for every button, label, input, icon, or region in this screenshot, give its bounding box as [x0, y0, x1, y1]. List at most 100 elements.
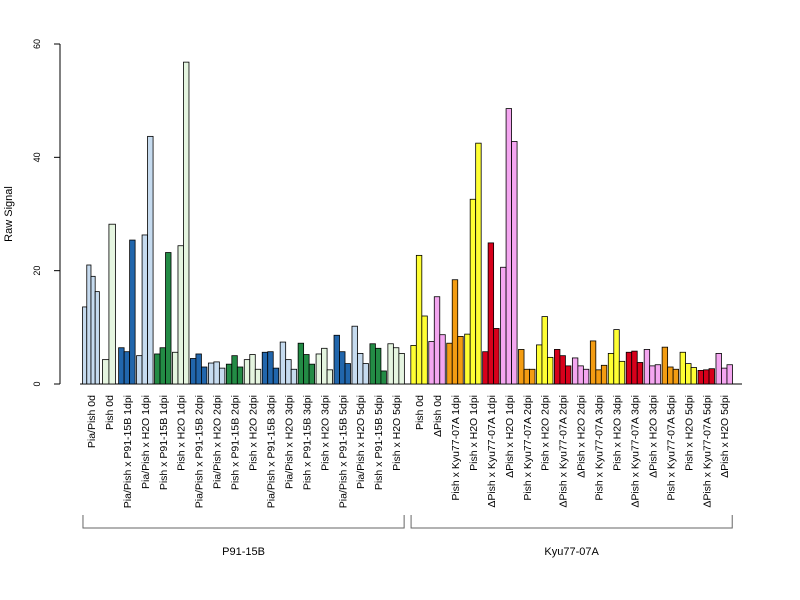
x-tick-label: Pish 0d — [414, 395, 426, 430]
group-bracket — [82, 515, 405, 529]
bar — [141, 234, 148, 385]
bar — [631, 350, 638, 385]
x-tick-label: Pia/Pish x P91-15B 3dpi — [265, 395, 277, 508]
bar — [357, 352, 364, 385]
bar — [380, 370, 387, 385]
bar — [201, 366, 208, 385]
bar — [643, 349, 651, 385]
bar — [679, 351, 686, 385]
bar — [369, 343, 376, 385]
x-tick-label: Pish x Kyu77-07A 2dpi — [522, 395, 534, 501]
category-labels: Pia/Pish 0d Pish 0d Pia/Pish x P91-15B 1dp… — [86, 395, 731, 508]
bar — [565, 365, 572, 385]
bar — [108, 223, 116, 385]
bar — [243, 359, 251, 385]
bar — [129, 239, 136, 385]
bar — [290, 368, 298, 385]
bar — [344, 363, 351, 385]
x-tick-label: Pish x H2O 5dpi — [683, 395, 695, 471]
x-tick-label: ΔPish x H2O 2dpi — [576, 395, 588, 478]
bar — [351, 325, 358, 385]
bar — [207, 362, 215, 385]
bars — [82, 61, 733, 385]
bar — [446, 342, 453, 385]
x-tick-label: ΔPish x Kyu77-07A 2dpi — [558, 395, 570, 508]
bar — [571, 357, 579, 385]
group-label: Kyu77-07A — [544, 546, 599, 558]
group-label: P91-15B — [222, 546, 265, 558]
bar — [511, 141, 518, 385]
bar — [577, 365, 584, 385]
bar — [421, 315, 428, 385]
x-tick-label: Pia/Pish x H2O 2dpi — [212, 395, 224, 489]
x-tick-label: Pish x H2O 1dpi — [176, 395, 188, 471]
bar — [523, 368, 530, 385]
x-tick-label: Pish x Kyu77-07A 1dpi — [450, 395, 462, 501]
bar — [123, 351, 131, 385]
bar — [697, 369, 704, 385]
bar — [559, 355, 566, 385]
bar — [165, 252, 172, 385]
x-tick-label: ΔPish x H2O 3dpi — [647, 395, 659, 478]
bar — [500, 266, 507, 385]
bar — [136, 355, 143, 385]
x-tick-label: Pish x P91-15B 2dpi — [230, 395, 242, 490]
bar — [392, 347, 400, 385]
bar — [94, 291, 100, 385]
bar — [582, 368, 590, 385]
bar — [703, 369, 710, 385]
bar — [415, 254, 423, 385]
bar — [387, 343, 394, 385]
bar — [225, 363, 233, 385]
bar — [482, 351, 489, 385]
group-bracket — [410, 515, 733, 529]
bar — [708, 368, 715, 385]
x-tick-label: ΔPish 0d — [432, 395, 444, 437]
bar — [607, 352, 615, 385]
bar — [554, 349, 561, 385]
y-tick-label: 0 — [32, 381, 42, 386]
y-axis-title: Raw Signal — [3, 186, 15, 242]
bar — [333, 334, 340, 385]
bar — [339, 351, 346, 385]
bar — [469, 198, 477, 385]
bar — [649, 365, 656, 385]
bar — [236, 366, 244, 385]
bar — [547, 356, 554, 385]
x-tick-label: Pish x H2O 3dpi — [319, 395, 331, 471]
x-tick-label: Pish x Kyu77-07A 3dpi — [594, 395, 606, 501]
bar — [315, 353, 322, 385]
bar — [213, 361, 220, 385]
x-tick-label: Pia/Pish x P91-15B 5dpi — [337, 395, 349, 508]
bar — [505, 108, 512, 385]
bar — [536, 344, 543, 385]
bar — [249, 354, 256, 385]
bar — [439, 334, 446, 385]
bar — [321, 347, 328, 385]
bar — [195, 353, 202, 385]
bar — [685, 363, 692, 385]
x-tick-label: Pish x P91-15B 5dpi — [373, 395, 385, 490]
bar — [690, 367, 697, 385]
x-tick-label: ΔPish x Kyu77-07A 5dpi — [701, 395, 713, 508]
x-tick-label: Pish x H2O 5dpi — [391, 395, 403, 471]
bar — [595, 369, 602, 385]
x-tick-label: Pia/Pish x H2O 3dpi — [283, 395, 295, 489]
bar — [475, 142, 482, 385]
bar — [464, 333, 471, 385]
bar — [86, 264, 92, 385]
bar — [261, 351, 269, 385]
x-tick-label: Pish x P91-15B 1dpi — [158, 395, 170, 490]
bar — [600, 364, 608, 385]
bar — [272, 367, 280, 385]
bar — [267, 351, 274, 385]
bar — [254, 368, 262, 385]
bar — [177, 245, 184, 385]
bar — [726, 364, 733, 385]
bar — [654, 364, 662, 385]
x-tick-label: Pish x H2O 2dpi — [248, 395, 260, 471]
bar — [589, 340, 597, 385]
bar — [493, 328, 500, 385]
bar — [672, 368, 680, 385]
